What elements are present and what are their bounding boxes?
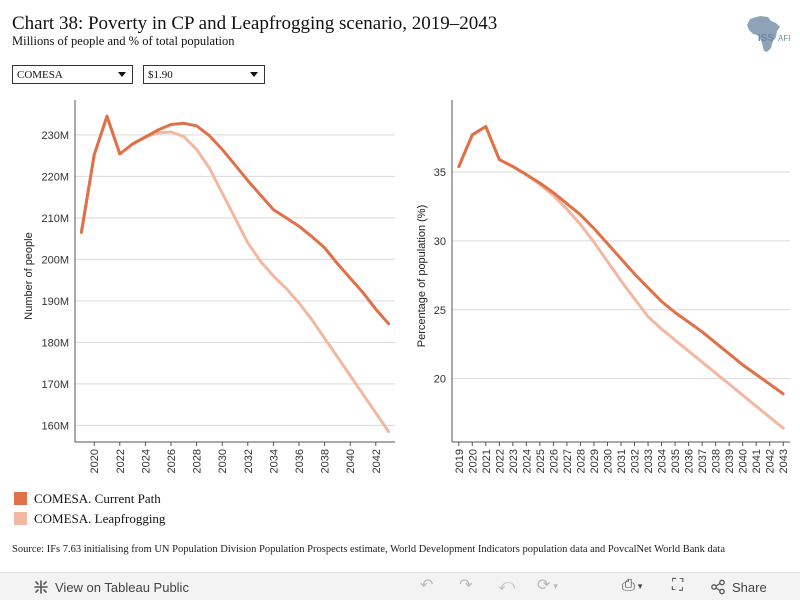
x-tick-label: 2038 [711,449,723,473]
x-tick-label: 2029 [589,449,601,473]
people-chart: 160M 170M 180M 190M 200M 210M 220M 230M 2020 2022… [23,100,395,473]
x-tick-label: 2040 [345,449,357,473]
legend-label-leapfrogging: COMESA. Leapfrogging [34,510,166,526]
redo-button[interactable]: ↷ [459,578,472,594]
legend-label-current-path: COMESA. Current Path [34,490,161,506]
x-tick-label: 2024 [140,449,152,473]
chevron-down-icon [250,72,258,77]
x-tick-label: 2022 [115,449,127,473]
x-tick-label: 2028 [575,449,587,473]
share-label: Share [732,579,767,595]
undo-button[interactable]: ↶ [420,578,433,594]
share-icon [711,579,725,595]
y-tick-label: 230M [41,130,69,142]
undo-icon: ↶ [420,577,434,594]
y-tick-label: 180M [41,337,69,349]
x-tick-label: 2023 [508,449,520,473]
x-tick-label: 2039 [724,449,736,473]
x-tick-label: 2020 [467,449,479,473]
logo-text: ISS [758,33,774,44]
y-tick-label: 190M [41,296,69,308]
redo-icon: ↷ [459,577,473,594]
y-tick-label: 200M [41,254,69,266]
fullscreen-button[interactable]: ⛶ [672,578,683,594]
x-tick-label: 2032 [630,449,642,473]
legend: COMESA. Current Path COMESA. Leapfroggin… [14,490,314,530]
chart-subtitle: Millions of people and % of total popula… [12,34,235,48]
x-tick-label: 2031 [616,449,628,473]
africa-map-icon [747,16,780,52]
y-axis-title: Number of people [23,232,35,319]
x-tick-label: 2036 [684,449,696,473]
x-tick-label: 2024 [521,449,533,473]
x-tick-label: 2020 [89,449,101,473]
x-tick-label: 2042 [765,449,777,473]
x-tick-label: 2021 [481,449,493,473]
x-tick-label: 2030 [602,449,614,473]
fullscreen-icon: ⛶ [672,577,684,594]
x-tick-label: 2042 [371,449,383,473]
logo-subtext: AFI [778,34,790,43]
y-tick-label: 160M [41,420,69,432]
download-icon: ⎙ [622,577,635,594]
legend-swatch-leapfrogging [14,512,27,525]
x-tick-label: 2028 [192,449,204,473]
x-tick-label: 2041 [751,449,763,473]
y-tick-label: 170M [41,379,69,391]
x-tick-label: 2034 [268,449,280,473]
view-on-tableau-label: View on Tableau Public [55,579,189,595]
x-tick-label: 2032 [243,449,255,473]
series-line-current-path [457,125,785,396]
y-tick-label: 220M [41,171,69,183]
refresh-icon: ⟳ [537,577,551,594]
download-button[interactable]: ⎙ ▾ [622,578,642,594]
revert-button[interactable]: ⤺ [498,578,515,594]
y-tick-label: 210M [41,213,69,225]
chart-title: Chart 38: Poverty in CP and Leapfrogging… [12,13,498,34]
chevron-down-icon: ▾ [637,580,643,591]
y-tick-label: 35 [434,167,446,179]
legend-item-current-path[interactable]: COMESA. Current Path [14,490,314,507]
x-tick-label: 2027 [562,449,574,473]
x-tick-label: 2030 [217,449,229,473]
x-tick-label: 2033 [643,449,655,473]
x-tick-label: 2025 [535,449,547,473]
view-on-tableau-button[interactable]: View on Tableau Public [33,579,189,595]
revert-icon: ⤺ [498,577,516,594]
y-tick-label: 20 [434,374,446,386]
legend-swatch-current-path [14,492,27,505]
x-tick-label: 2037 [697,449,709,473]
threshold-dropdown[interactable]: $1.90 [143,65,265,84]
x-tick-label: 2038 [320,449,332,473]
tableau-toolbar: View on Tableau Public ↶ ↷ ⤺ ⟳ ▾ ⎙ ▾ ⛶ S… [0,572,800,600]
x-tick-label: 2043 [778,449,790,473]
chevron-down-icon: ▾ [553,580,558,591]
y-axis-title: Percentage of population (%) [416,205,428,347]
x-tick-label: 2040 [738,449,750,473]
y-tick-label: 25 [434,305,446,317]
x-tick-label: 2035 [670,449,682,473]
x-tick-label: 2026 [548,449,560,473]
threshold-dropdown-value: $1.90 [148,68,173,81]
x-tick-label: 2036 [294,449,306,473]
x-tick-label: 2022 [494,449,506,473]
legend-item-leapfrogging[interactable]: COMESA. Leapfrogging [14,510,314,527]
iss-afi-logo: ISS AFI [740,13,792,55]
y-tick-label: 30 [434,236,446,248]
region-dropdown[interactable]: COMESA [12,65,133,84]
chevron-down-icon [118,72,126,77]
tableau-logo-icon [34,580,48,594]
x-tick-label: 2034 [657,449,669,473]
source-note: Source: IFs 7.63 initialising from UN Po… [12,544,725,555]
x-tick-label: 2019 [454,449,466,473]
series-line-current-path [79,114,391,326]
region-dropdown-value: COMESA [17,68,63,81]
share-button[interactable]: Share [710,579,767,595]
x-tick-label: 2026 [166,449,178,473]
refresh-button[interactable]: ⟳ ▾ [537,578,558,594]
